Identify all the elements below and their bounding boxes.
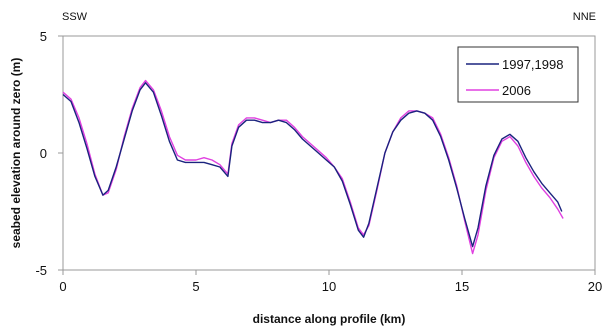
x-tick-label: 20 — [588, 279, 602, 294]
x-tick-label: 0 — [59, 279, 66, 294]
y-tick-label: -5 — [35, 263, 47, 278]
y-tick-label: 5 — [40, 29, 47, 44]
series-layer — [62, 79, 564, 255]
axis-ticks: 0 5 10 15 20 -5 0 5 — [35, 29, 602, 294]
y-axis-title: seabed elevation around zero (m) — [9, 58, 23, 249]
x-axis-title: distance along profile (km) — [253, 312, 406, 326]
legend-label-1997-1998: 1997,1998 — [502, 57, 563, 72]
y-tick-label: 0 — [40, 146, 47, 161]
x-tick-label: 5 — [192, 279, 199, 294]
legend-box — [457, 46, 579, 103]
x-tick-label: 15 — [455, 279, 469, 294]
legend: 1997,1998 2006 — [457, 46, 579, 103]
direction-label-right: NNE — [573, 11, 596, 23]
legend-label-2006: 2006 — [502, 83, 531, 98]
direction-label-left: SSW — [62, 11, 88, 23]
series-line-1997-1998 — [62, 82, 563, 248]
series-line-2006 — [62, 79, 564, 255]
x-tick-label: 10 — [322, 279, 336, 294]
